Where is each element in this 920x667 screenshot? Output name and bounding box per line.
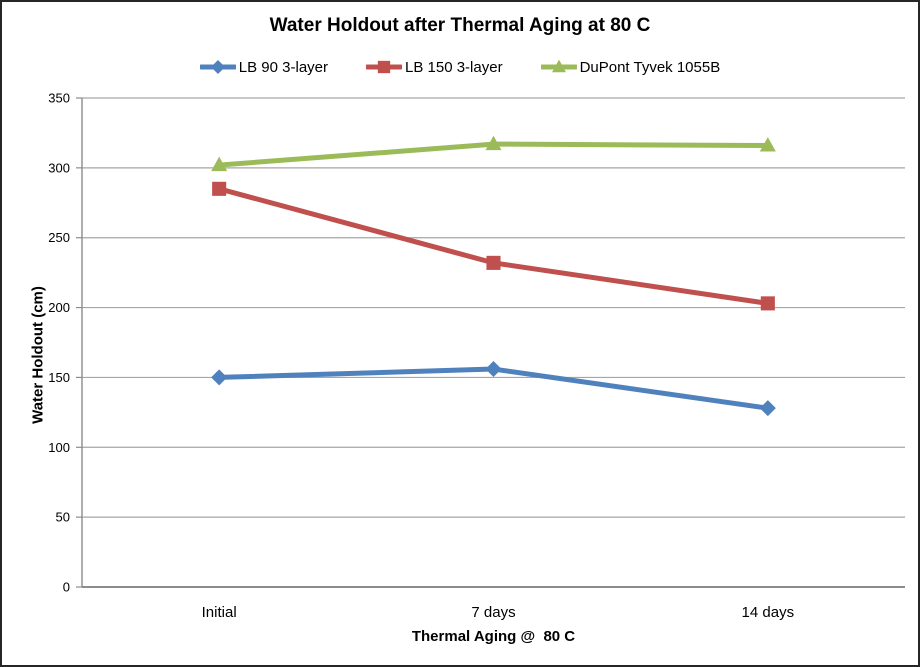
y-tick-label: 250 xyxy=(48,230,70,245)
point-dupont-tyvek-1055b-initial xyxy=(211,156,228,172)
point-lb-90-3-layer-initial xyxy=(211,369,228,386)
series-line-lb-150-3-layer xyxy=(216,186,771,306)
legend-label: LB 90 3-layer xyxy=(238,58,328,76)
chart-title: Water Holdout after Thermal Aging at 80 … xyxy=(269,15,651,36)
point-dupont-tyvek-1055b-7-days xyxy=(485,135,502,151)
point-lb-90-3-layer-7-days xyxy=(485,361,502,378)
y-tick-label: 50 xyxy=(56,510,70,525)
point-lb-150-3-layer-7-days xyxy=(486,255,501,270)
y-tick-label: 350 xyxy=(48,91,70,106)
legend-item-dupont-tyvek-1055b: DuPont Tyvek 1055B xyxy=(540,58,721,76)
point-lb-90-3-layer-14-days xyxy=(759,400,776,417)
y-tick-label: 200 xyxy=(48,300,70,315)
legend-item-lb-90-3-layer: LB 90 3-layer xyxy=(199,58,328,76)
x-category-label: 7 days xyxy=(471,604,515,621)
legend-item-lb-150-3-layer: LB 150 3-layer xyxy=(366,58,503,76)
x-category-label: 14 days xyxy=(742,604,795,621)
y-tick-label: 0 xyxy=(63,580,70,595)
point-dupont-tyvek-1055b-14-days xyxy=(759,137,776,152)
point-lb-150-3-layer-14-days xyxy=(760,296,775,311)
y-tick-label: 300 xyxy=(48,160,70,175)
x-category-label: Initial xyxy=(202,604,237,621)
y-tick-label: 100 xyxy=(48,440,70,455)
y-tick-label: 150 xyxy=(48,370,70,385)
legend-marker-triangle-icon xyxy=(540,59,577,73)
legend-label: DuPont Tyvek 1055B xyxy=(579,58,721,76)
legend-marker-square-icon xyxy=(366,60,402,74)
point-lb-150-3-layer-initial xyxy=(212,181,227,196)
legend-marker-diamond-icon xyxy=(199,60,236,74)
x-axis-title: Thermal Aging @ 80 C xyxy=(411,628,576,645)
legend-label: LB 150 3-layer xyxy=(405,58,503,76)
legend: LB 90 3-layer LB 150 3-layer DuPont Tyvek … xyxy=(2,54,918,80)
